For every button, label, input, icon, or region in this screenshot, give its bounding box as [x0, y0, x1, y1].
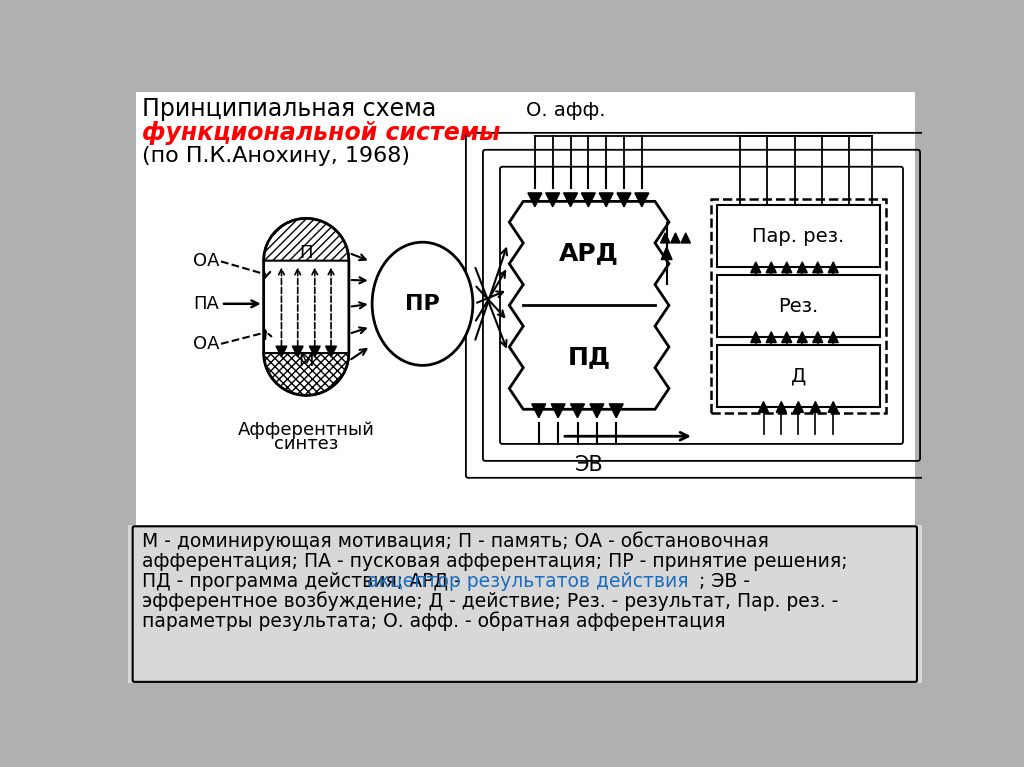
Polygon shape: [781, 332, 792, 343]
Text: акцептор результатов действия: акцептор результатов действия: [367, 571, 688, 591]
Text: эфферентное возбуждение; Д - действие; Рез. - результат, Пар. рез. -: эфферентное возбуждение; Д - действие; Р…: [142, 592, 839, 611]
Polygon shape: [570, 404, 585, 418]
Polygon shape: [590, 404, 604, 418]
Polygon shape: [766, 332, 776, 343]
Text: Рез.: Рез.: [778, 297, 818, 315]
Polygon shape: [326, 346, 337, 357]
Text: Пар. рез.: Пар. рез.: [753, 227, 845, 245]
Text: Д: Д: [791, 367, 806, 385]
Polygon shape: [798, 332, 807, 343]
Text: функциональной системы: функциональной системы: [142, 120, 501, 144]
Polygon shape: [509, 202, 669, 410]
Bar: [717, 345, 880, 407]
Polygon shape: [563, 193, 578, 207]
Polygon shape: [766, 262, 776, 273]
Text: ПД - программа действия; АРД -: ПД - программа действия; АРД -: [142, 571, 467, 591]
Polygon shape: [681, 233, 690, 243]
Text: О. афф.: О. афф.: [526, 101, 605, 120]
Text: АРД: АРД: [559, 242, 620, 265]
Polygon shape: [759, 402, 769, 413]
Polygon shape: [276, 346, 287, 357]
Polygon shape: [798, 262, 807, 273]
Polygon shape: [609, 404, 624, 418]
Text: Принципиальная схема: Принципиальная схема: [142, 97, 436, 121]
Polygon shape: [660, 233, 670, 243]
Polygon shape: [531, 404, 546, 418]
Polygon shape: [551, 404, 565, 418]
Bar: [136, 92, 914, 531]
Text: ОА: ОА: [193, 335, 219, 353]
Polygon shape: [751, 332, 761, 343]
Polygon shape: [813, 262, 823, 273]
Polygon shape: [810, 402, 820, 413]
Polygon shape: [671, 233, 680, 243]
Text: ; ЭВ -: ; ЭВ -: [699, 571, 751, 591]
Text: ПД: ПД: [567, 345, 610, 369]
PathPatch shape: [263, 219, 349, 396]
Polygon shape: [546, 193, 560, 207]
Bar: [717, 206, 880, 268]
Polygon shape: [635, 193, 649, 207]
Polygon shape: [292, 346, 303, 357]
Polygon shape: [582, 193, 595, 207]
Ellipse shape: [372, 242, 473, 365]
Polygon shape: [776, 402, 786, 413]
Polygon shape: [813, 332, 823, 343]
Polygon shape: [528, 193, 542, 207]
Polygon shape: [617, 193, 631, 207]
Text: ПР: ПР: [406, 294, 440, 314]
Polygon shape: [828, 332, 839, 343]
Polygon shape: [751, 262, 761, 273]
Text: синтез: синтез: [274, 435, 339, 453]
Text: М - доминирующая мотивация; П - память; ОА - обстановочная: М - доминирующая мотивация; П - память; …: [142, 532, 769, 551]
Text: афферентация; ПА - пусковая афферентация; ПР - принятие решения;: афферентация; ПА - пусковая афферентация…: [142, 551, 848, 571]
FancyBboxPatch shape: [133, 526, 916, 682]
Text: (по П.К.Анохину, 1968): (по П.К.Анохину, 1968): [142, 146, 410, 166]
Text: М: М: [299, 352, 314, 370]
Text: П: П: [299, 244, 313, 262]
Polygon shape: [828, 262, 839, 273]
Polygon shape: [599, 193, 613, 207]
Bar: [711, 199, 886, 413]
Text: ЭВ: ЭВ: [574, 456, 603, 476]
Bar: [717, 275, 880, 337]
Polygon shape: [662, 247, 672, 259]
Text: ОА: ОА: [193, 252, 219, 270]
Polygon shape: [828, 402, 839, 413]
Text: Афферентный: Афферентный: [238, 421, 375, 439]
Polygon shape: [794, 402, 804, 413]
Bar: [128, 525, 922, 683]
Text: параметры результата; О. афф. - обратная афферентация: параметры результата; О. афф. - обратная…: [142, 612, 726, 631]
Text: ПА: ПА: [194, 295, 219, 313]
Polygon shape: [309, 346, 321, 357]
Polygon shape: [781, 262, 792, 273]
